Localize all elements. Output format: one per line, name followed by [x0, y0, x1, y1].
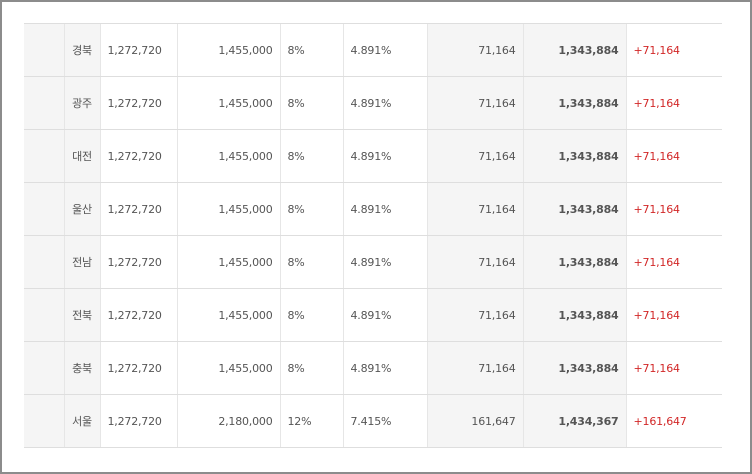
- rate-cell: 4.891%: [342, 182, 427, 236]
- row-spacer-cell: [24, 182, 64, 236]
- percent-cell: 8%: [279, 182, 343, 236]
- region-cell: 경북: [63, 23, 100, 77]
- table-row: 전북 1,272,720 1,455,000 8% 4.891% 71,164 1,343,…: [24, 288, 722, 342]
- table-row: 광주 1,272,720 1,455,000 8% 4.891% 71,164 1,343,…: [24, 76, 722, 130]
- insurance-cell: 71,164: [426, 23, 523, 77]
- rate-cell: 4.891%: [342, 288, 427, 342]
- difference-cell: +71,164: [625, 76, 722, 130]
- total-cell: 1,343,884: [522, 129, 626, 183]
- difference-cell: +71,164: [625, 129, 722, 183]
- payment-cell: 1,455,000: [176, 23, 280, 77]
- percent-cell: 8%: [279, 129, 343, 183]
- rate-cell: 4.891%: [342, 341, 427, 395]
- total-cell: 1,343,884: [522, 76, 626, 130]
- payment-cell: 1,455,000: [176, 182, 280, 236]
- base-amount-cell: 1,272,720: [99, 23, 177, 77]
- base-amount-cell: 1,272,720: [99, 288, 177, 342]
- region-cell: 충북: [63, 341, 100, 395]
- insurance-cell: 71,164: [426, 129, 523, 183]
- table-row: 전남 1,272,720 1,455,000 8% 4.891% 71,164 1,343,…: [24, 235, 722, 289]
- region-cell: 대전: [63, 129, 100, 183]
- payment-cell: 1,455,000: [176, 129, 280, 183]
- row-spacer-cell: [24, 76, 64, 130]
- insurance-cell: 71,164: [426, 341, 523, 395]
- base-amount-cell: 1,272,720: [99, 394, 177, 448]
- base-amount-cell: 1,272,720: [99, 182, 177, 236]
- percent-cell: 8%: [279, 235, 343, 289]
- total-cell: 1,434,367: [522, 394, 626, 448]
- difference-cell: +71,164: [625, 23, 722, 77]
- row-spacer-cell: [24, 341, 64, 395]
- table-row: 울산 1,272,720 1,455,000 8% 4.891% 71,164 1,343,…: [24, 182, 722, 236]
- payment-cell: 2,180,000: [176, 394, 280, 448]
- region-cell: 전남: [63, 235, 100, 289]
- difference-cell: +71,164: [625, 235, 722, 289]
- data-table: 경북 1,272,720 1,455,000 8% 4.891% 71,164 1,343,…: [24, 23, 722, 448]
- difference-cell: +71,164: [625, 341, 722, 395]
- payment-cell: 1,455,000: [176, 288, 280, 342]
- percent-cell: 12%: [279, 394, 343, 448]
- table-body: 경북 1,272,720 1,455,000 8% 4.891% 71,164 1,343,…: [24, 23, 722, 448]
- row-spacer-cell: [24, 394, 64, 448]
- rate-cell: 4.891%: [342, 23, 427, 77]
- row-spacer-cell: [24, 235, 64, 289]
- total-cell: 1,343,884: [522, 288, 626, 342]
- payment-cell: 1,455,000: [176, 341, 280, 395]
- table-row: 충북 1,272,720 1,455,000 8% 4.891% 71,164 1,343,…: [24, 341, 722, 395]
- insurance-cell: 161,647: [426, 394, 523, 448]
- total-cell: 1,343,884: [522, 235, 626, 289]
- region-cell: 울산: [63, 182, 100, 236]
- table-row: 대전 1,272,720 1,455,000 8% 4.891% 71,164 1,343,…: [24, 129, 722, 183]
- base-amount-cell: 1,272,720: [99, 341, 177, 395]
- base-amount-cell: 1,272,720: [99, 76, 177, 130]
- percent-cell: 8%: [279, 341, 343, 395]
- rate-cell: 4.891%: [342, 76, 427, 130]
- difference-cell: +161,647: [625, 394, 722, 448]
- insurance-cell: 71,164: [426, 235, 523, 289]
- rate-cell: 4.891%: [342, 235, 427, 289]
- percent-cell: 8%: [279, 76, 343, 130]
- table-row: 경북 1,272,720 1,455,000 8% 4.891% 71,164 1,343,…: [24, 23, 722, 77]
- difference-cell: +71,164: [625, 182, 722, 236]
- total-cell: 1,343,884: [522, 341, 626, 395]
- insurance-cell: 71,164: [426, 76, 523, 130]
- insurance-cell: 71,164: [426, 288, 523, 342]
- table-row: 서울 1,272,720 2,180,000 12% 7.415% 161,647 1,43…: [24, 394, 722, 448]
- region-cell: 서울: [63, 394, 100, 448]
- rate-cell: 4.891%: [342, 129, 427, 183]
- row-spacer-cell: [24, 23, 64, 77]
- payment-cell: 1,455,000: [176, 76, 280, 130]
- percent-cell: 8%: [279, 288, 343, 342]
- total-cell: 1,343,884: [522, 23, 626, 77]
- base-amount-cell: 1,272,720: [99, 235, 177, 289]
- payment-cell: 1,455,000: [176, 235, 280, 289]
- row-spacer-cell: [24, 288, 64, 342]
- percent-cell: 8%: [279, 23, 343, 77]
- insurance-cell: 71,164: [426, 182, 523, 236]
- difference-cell: +71,164: [625, 288, 722, 342]
- region-cell: 전북: [63, 288, 100, 342]
- base-amount-cell: 1,272,720: [99, 129, 177, 183]
- rate-cell: 7.415%: [342, 394, 427, 448]
- total-cell: 1,343,884: [522, 182, 626, 236]
- row-spacer-cell: [24, 129, 64, 183]
- region-cell: 광주: [63, 76, 100, 130]
